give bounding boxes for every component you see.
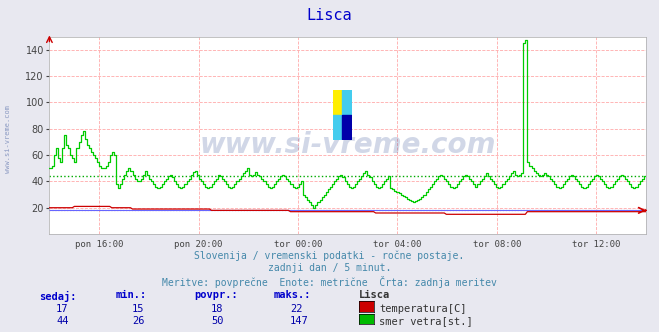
Text: pon 20:00: pon 20:00 bbox=[175, 240, 223, 249]
Text: tor 04:00: tor 04:00 bbox=[373, 240, 422, 249]
Text: tor 12:00: tor 12:00 bbox=[572, 240, 620, 249]
Text: temperatura[C]: temperatura[C] bbox=[379, 304, 467, 314]
Text: min.:: min.: bbox=[115, 290, 146, 300]
Text: Lisca: Lisca bbox=[306, 8, 353, 23]
Text: 147: 147 bbox=[290, 316, 308, 326]
Text: tor 08:00: tor 08:00 bbox=[473, 240, 521, 249]
Text: maks.:: maks.: bbox=[273, 290, 311, 300]
Text: 17: 17 bbox=[56, 304, 69, 314]
Text: 50: 50 bbox=[211, 316, 223, 326]
Text: Meritve: povprečne  Enote: metrične  Črta: zadnja meritev: Meritve: povprečne Enote: metrične Črta:… bbox=[162, 276, 497, 288]
Text: 44: 44 bbox=[56, 316, 69, 326]
Text: Slovenija / vremenski podatki - ročne postaje.: Slovenija / vremenski podatki - ročne po… bbox=[194, 251, 465, 261]
Text: smer vetra[st.]: smer vetra[st.] bbox=[379, 316, 473, 326]
Text: www.si-vreme.com: www.si-vreme.com bbox=[5, 106, 11, 173]
Text: zadnji dan / 5 minut.: zadnji dan / 5 minut. bbox=[268, 263, 391, 273]
Text: pon 16:00: pon 16:00 bbox=[75, 240, 123, 249]
Text: 22: 22 bbox=[290, 304, 302, 314]
Text: 18: 18 bbox=[211, 304, 223, 314]
Text: Lisca: Lisca bbox=[359, 290, 390, 300]
Text: povpr.:: povpr.: bbox=[194, 290, 238, 300]
Text: 26: 26 bbox=[132, 316, 144, 326]
Text: 15: 15 bbox=[132, 304, 144, 314]
Text: sedaj:: sedaj: bbox=[40, 290, 77, 301]
Text: tor 00:00: tor 00:00 bbox=[273, 240, 322, 249]
Text: www.si-vreme.com: www.si-vreme.com bbox=[200, 131, 496, 159]
